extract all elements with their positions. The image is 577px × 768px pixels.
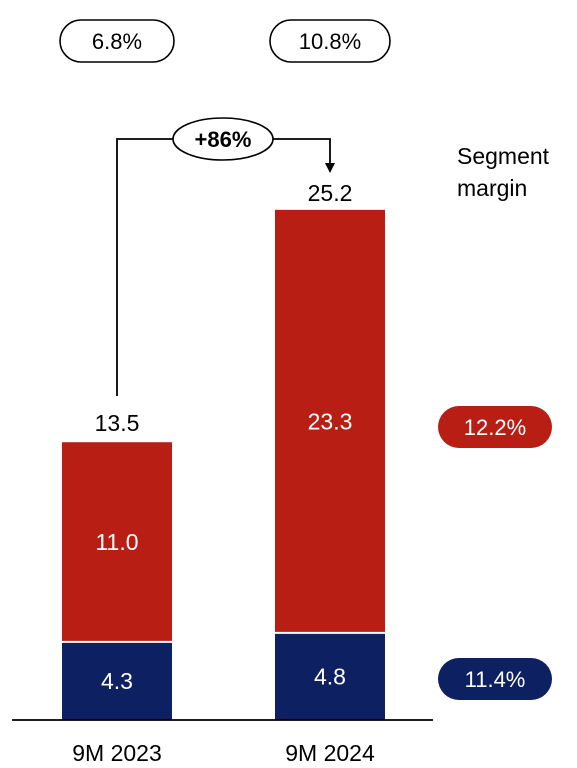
top-margin-2023-pill: 6.8% [59,19,175,63]
bar-segment-0-0 [62,641,172,720]
x-tick-2024: 9M 2024 [285,740,375,766]
x-tick-2023: 9M 2023 [72,740,162,766]
segment-margin-title-line2: margin [457,175,527,201]
bar-value-label-0-0: 4.3 [101,668,133,694]
total-label-2023: 13.5 [95,410,140,436]
top-margin-2024-pill: 10.8% [269,19,391,63]
growth-label: +86% [195,127,252,152]
bar-segment-0-1 [275,632,385,720]
bar-value-label-1-0: 11.0 [95,529,138,555]
bar-labels-group: 4.3 11.0 4.8 23.3 [95,408,352,694]
total-label-2024: 25.2 [308,180,353,206]
bar-segment-1-0 [62,442,172,642]
bars-group [62,209,385,720]
top-margin-2024-label: 10.8% [299,29,361,54]
growth-badge: +86% [172,117,274,161]
bar-value-label-1-1: 23.3 [308,408,353,434]
segment-margin-title-line1: Segment [457,143,550,169]
series-margin-red-label: 12.2% [464,415,526,440]
series-margin-pill-navy: 11.4% [438,658,552,700]
top-margin-2023-label: 6.8% [92,29,142,54]
bar-value-label-0-1: 4.8 [314,663,346,689]
bar-segment-1-1 [275,209,385,633]
series-margin-pill-red: 12.2% [438,406,552,448]
series-margin-navy-label: 11.4% [465,667,526,692]
